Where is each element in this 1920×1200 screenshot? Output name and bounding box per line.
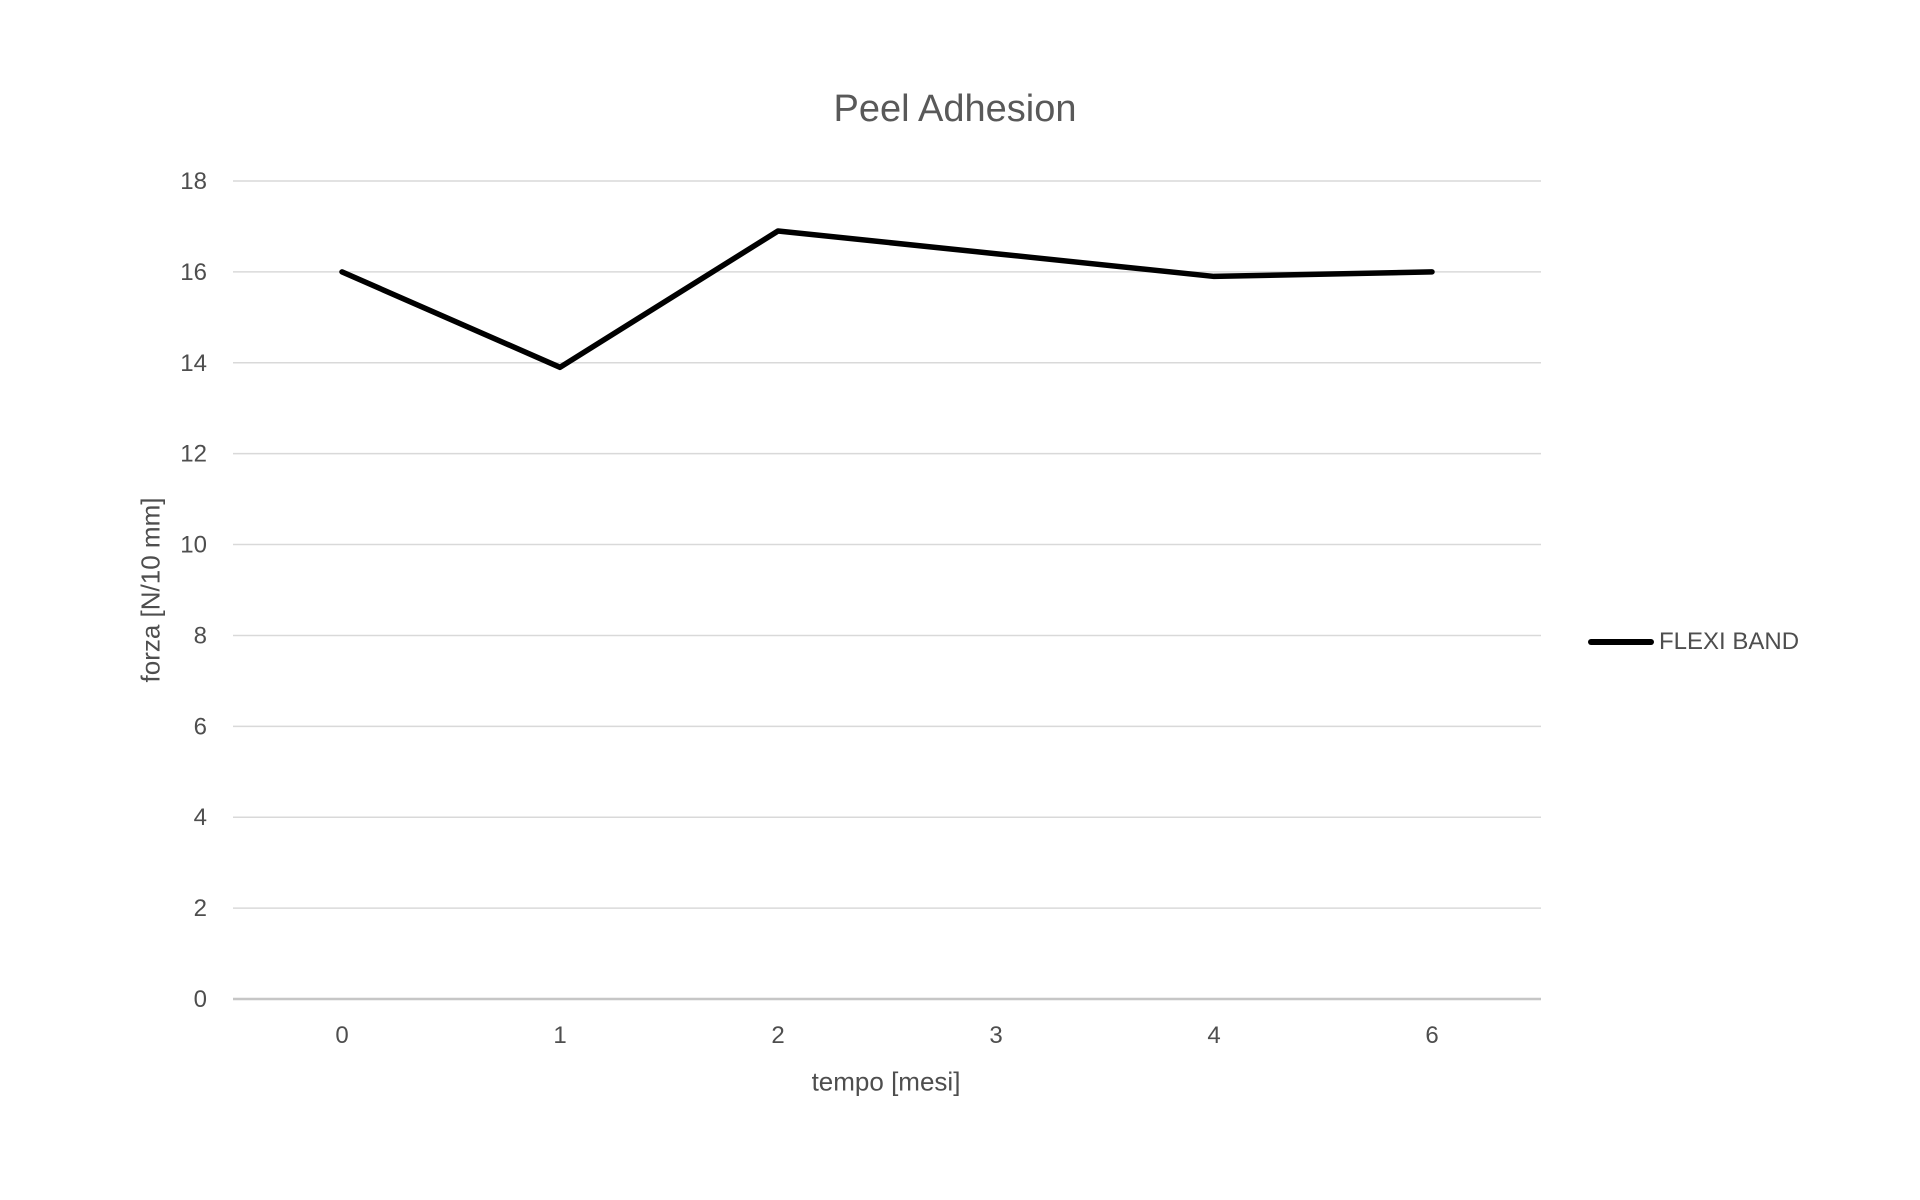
- x-tick-label: 2: [771, 1022, 784, 1049]
- y-axis-title: forza [N/10 mm]: [135, 497, 166, 683]
- x-tick-label: 3: [989, 1022, 1002, 1049]
- chart-title: Peel Adhesion: [833, 88, 1077, 130]
- legend: FLEXI BAND: [1588, 627, 1799, 657]
- y-tick-label: 18: [180, 168, 207, 195]
- y-tick-label: 12: [180, 441, 207, 468]
- x-tick-label: 4: [1207, 1022, 1220, 1049]
- y-tick-label: 8: [194, 622, 207, 649]
- legend-series-label: FLEXI BAND: [1659, 628, 1800, 655]
- y-tick-label: 2: [194, 895, 207, 922]
- x-tick-label: 0: [335, 1022, 348, 1049]
- y-tick-label: 6: [194, 713, 207, 740]
- series-line-flexi-band: [339, 228, 1435, 371]
- x-tick-label: 1: [553, 1022, 566, 1049]
- legend-line-swatch: [1588, 639, 1654, 645]
- x-tick-label: 6: [1425, 1022, 1438, 1049]
- y-tick-label: 10: [180, 532, 207, 559]
- x-axis-title: tempo [mesi]: [811, 1066, 961, 1097]
- y-tick-label: 0: [194, 986, 207, 1013]
- y-tick-label: 16: [180, 259, 207, 286]
- y-tick-label: 14: [180, 350, 207, 377]
- y-tick-label: 4: [194, 804, 207, 831]
